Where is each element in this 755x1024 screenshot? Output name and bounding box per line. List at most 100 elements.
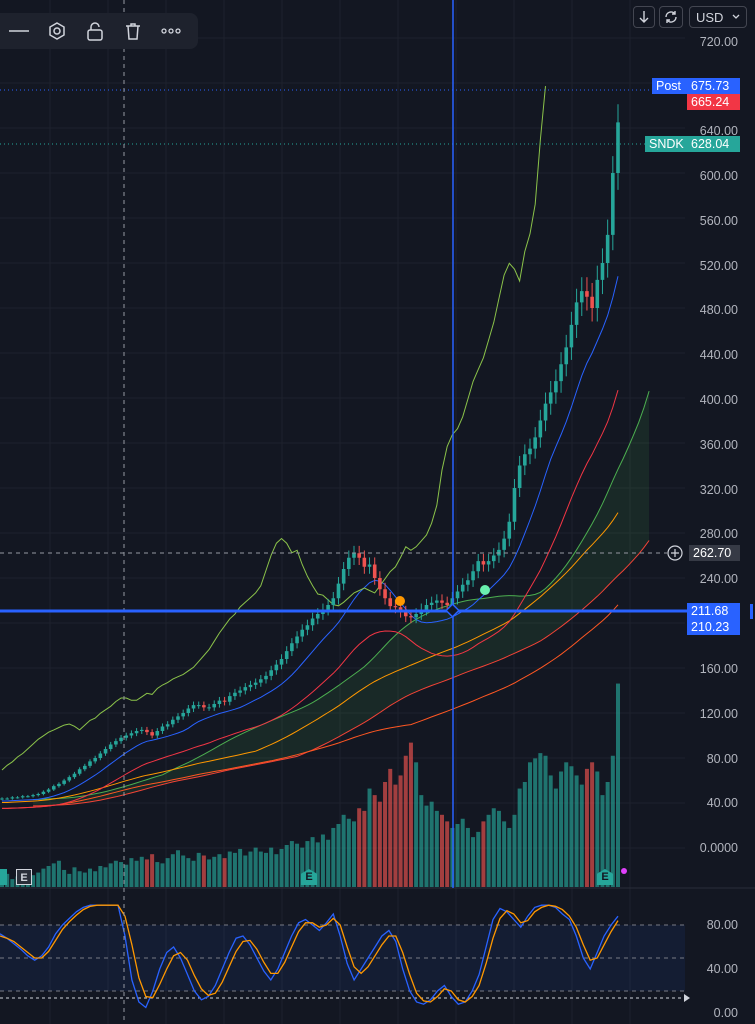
volume-bar: [460, 818, 465, 887]
candle-body: [103, 749, 108, 754]
price-axis-label: 600.00: [699, 169, 738, 183]
price-axis-label: 480.00: [699, 303, 738, 317]
volume-bar: [367, 788, 372, 887]
volume-bar: [372, 795, 377, 887]
volume-bar: [362, 810, 367, 887]
candle-body: [20, 796, 25, 798]
volume-axis-label: 80.00: [706, 752, 738, 766]
symbol-price: 628.04: [687, 136, 740, 152]
candle-body: [186, 708, 191, 713]
candle-body: [191, 705, 196, 709]
candle-body: [217, 700, 222, 704]
volume-bar: [543, 755, 548, 887]
candle-body: [88, 761, 92, 766]
volume-bar: [579, 784, 584, 887]
earnings-badge[interactable]: E: [16, 869, 32, 885]
price-axis-label: 320.00: [699, 483, 738, 497]
volume-bar: [243, 855, 248, 887]
volume-bar: [481, 821, 486, 887]
candle-body: [264, 675, 268, 680]
oscillator-axis-label: 40.00: [706, 962, 738, 976]
volume-bar: [88, 868, 92, 887]
candle-body: [83, 765, 87, 770]
volume-bar: [82, 872, 87, 887]
stochastic-d-line: [0, 904, 619, 1003]
candle-body: [352, 553, 356, 558]
candle-body: [326, 605, 330, 610]
lagging-span-line: [1, 86, 546, 771]
volume-bar: [300, 847, 305, 887]
volume-bar: [41, 868, 46, 887]
earnings-badge[interactable]: E: [597, 869, 613, 885]
volume-bar: [553, 788, 558, 887]
candle-body: [181, 713, 185, 717]
candle-body: [590, 296, 594, 308]
signal-dot: [395, 596, 405, 606]
candle-body: [600, 263, 605, 280]
unlock-icon[interactable]: [76, 13, 114, 49]
candle-body: [139, 729, 144, 731]
volume-bar: [217, 854, 222, 887]
candle-body: [460, 584, 465, 592]
volume-bar: [284, 845, 289, 887]
volume-bar: [269, 847, 274, 887]
price-axis-label: 640.00: [699, 124, 738, 138]
horizontal-level-label: 211.68: [687, 603, 740, 619]
earnings-badge[interactable]: E: [301, 869, 317, 885]
more-icon[interactable]: [152, 13, 190, 49]
volume-bar: [445, 821, 450, 887]
candle-body: [41, 791, 46, 794]
volume-bar: [408, 742, 413, 887]
candle-body: [554, 381, 558, 393]
candle-body: [129, 733, 134, 736]
candle-body: [207, 707, 211, 709]
volume-bar: [393, 784, 398, 887]
candle-body: [124, 735, 129, 738]
volume-bar: [522, 782, 527, 887]
candle-body: [305, 625, 310, 630]
plus-circle-icon[interactable]: [667, 545, 683, 561]
post-market-label: Post: [652, 78, 687, 94]
candle-body: [119, 737, 123, 742]
hexagon-icon[interactable]: [38, 13, 76, 49]
candle-body: [543, 403, 548, 421]
volume-bar: [533, 758, 538, 887]
volume-bar: [564, 762, 569, 887]
earnings-badge-partial: [0, 869, 7, 885]
candle-body: [585, 291, 589, 297]
arrow-down-icon[interactable]: [633, 6, 655, 28]
volume-bar: [103, 867, 108, 887]
candle-body: [238, 690, 242, 693]
refresh-icon[interactable]: [659, 6, 683, 28]
candle-body: [435, 600, 439, 603]
last-close-price: 665.24: [687, 94, 740, 110]
candle-body: [517, 465, 522, 488]
candle-body: [36, 794, 41, 796]
candle-body: [538, 420, 543, 438]
volume-bar: [232, 852, 237, 887]
line-icon[interactable]: [0, 13, 38, 49]
candle-body: [440, 600, 444, 603]
candle-body: [155, 731, 160, 736]
volume-bar: [72, 867, 77, 887]
price-axis-label: 520.00: [699, 259, 738, 273]
volume-axis-label: 160.00: [699, 662, 738, 676]
volume-bar: [264, 852, 268, 887]
price-axis-label: 720.00: [699, 35, 738, 49]
volume-bar: [258, 851, 263, 887]
candle-body: [51, 786, 56, 790]
candle-body: [176, 716, 180, 720]
oscillator-axis-label: 80.00: [706, 918, 738, 932]
candle-body: [357, 553, 361, 558]
volume-bar: [10, 879, 15, 887]
candle-body: [171, 719, 175, 725]
volume-bar: [176, 850, 180, 887]
volume-bar: [610, 755, 615, 887]
candle-body: [93, 758, 97, 762]
volume-bar: [569, 766, 574, 887]
trash-icon[interactable]: [114, 13, 152, 49]
candle-body: [455, 591, 460, 599]
volume-bar: [248, 851, 253, 887]
currency-select[interactable]: USD: [689, 6, 747, 28]
